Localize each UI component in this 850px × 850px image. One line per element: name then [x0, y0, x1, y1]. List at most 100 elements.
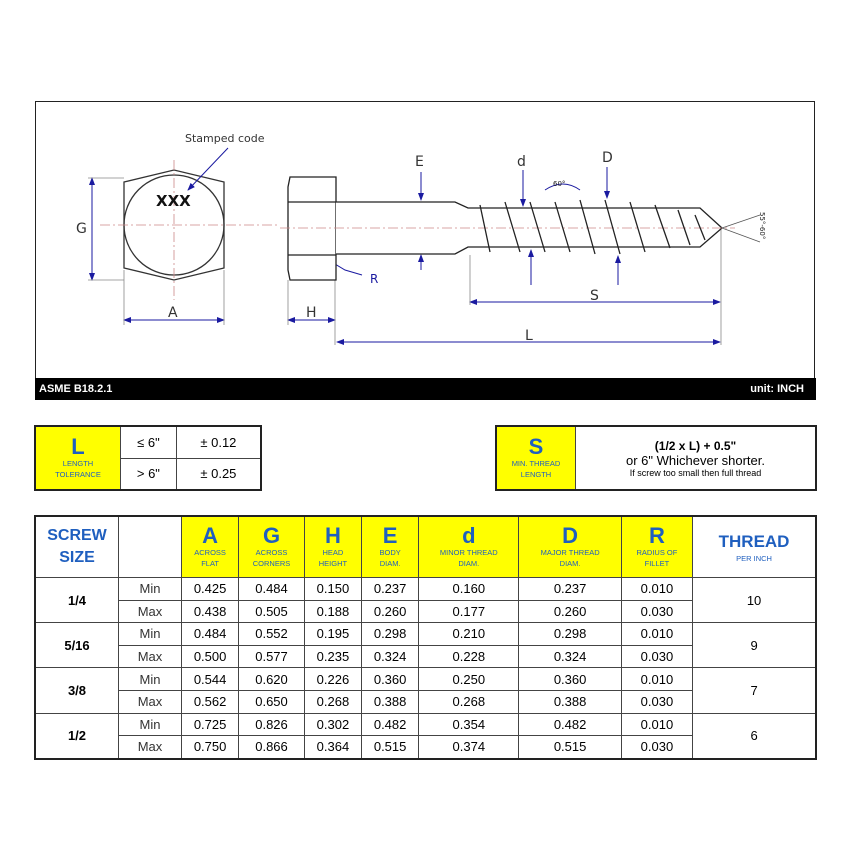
cell-E-min: 0.360 [361, 667, 420, 691]
tol-value: ± 0.12 [175, 425, 262, 459]
cell-D-max: 0.260 [518, 599, 622, 624]
column-header-G: G ACROSS CORNERS [238, 515, 305, 578]
dim-label-S: S [590, 288, 599, 304]
length-tolerance-box: L LENGTH TOLERANCE ≤ 6" ± 0.12 > 6" ± 0.… [34, 425, 262, 491]
table-row: 1/2 Min 0.725 0.826 0.302 0.482 0.354 0.482 0.01… [34, 712, 817, 760]
dim-label-L: L [525, 328, 533, 344]
dim-label-d: d [517, 154, 526, 170]
threads-per-inch: 10 [692, 576, 817, 624]
cell-D-min: 0.360 [518, 667, 622, 691]
thread-rule: or 6" Whichever shorter. [625, 452, 765, 468]
cell-D-max: 0.388 [518, 689, 622, 714]
thread-header: THREAD PER INCH [692, 515, 817, 578]
max-label: Max [118, 599, 182, 624]
cell-D-min: 0.482 [518, 712, 622, 737]
column-header-A: A ACROSS FLAT [180, 515, 240, 578]
cell-A-min: 0.425 [180, 577, 240, 601]
table-row: 5/16 Min 0.484 0.552 0.195 0.298 0.210 0.298 0.0… [34, 622, 817, 669]
dim-label-R: R [370, 272, 378, 286]
cell-D-max: 0.324 [518, 644, 622, 669]
hex-head-top-view [100, 160, 280, 300]
thread-length-symbol: S [528, 434, 544, 459]
cell-d-min: 0.354 [418, 712, 520, 737]
screw-size: 5/16 [34, 622, 119, 669]
max-label: Max [118, 689, 182, 714]
cell-d-max: 0.374 [418, 735, 520, 760]
cell-E-min: 0.482 [361, 712, 420, 737]
cell-G-max: 0.650 [238, 689, 305, 714]
tol-cond: ≤ 6" [120, 425, 177, 459]
table-row: 3/8 Min 0.544 0.620 0.226 0.360 0.250 0.360 0.01… [34, 667, 817, 714]
dimensions-table: SCREW SIZE A ACROSS FLAT G ACROSS CORNERS H HEAD… [34, 515, 817, 760]
max-label: Max [118, 735, 182, 760]
dim-label-G: G [76, 221, 87, 237]
min-label: Min [118, 712, 182, 737]
table-row: 1/4 Min 0.425 0.484 0.150 0.237 0.160 0.237 0.01… [34, 576, 817, 624]
column-header-E: E BODY DIAM. [361, 515, 420, 578]
min-label: Min [118, 577, 182, 601]
cell-D-min: 0.237 [518, 577, 622, 601]
cell-A-max: 0.750 [180, 735, 240, 760]
dim-label-E: E [415, 154, 424, 170]
stamp-xxx: XXX [156, 192, 191, 210]
cell-H-min: 0.150 [303, 577, 363, 601]
column-header-D: D MAJOR Thread DIAM. [518, 515, 622, 578]
cell-H-min: 0.195 [303, 622, 363, 646]
threads-per-inch: 7 [692, 667, 817, 714]
cell-A-min: 0.544 [180, 667, 240, 691]
screw-size: 1/4 [34, 576, 119, 624]
max-label: Max [118, 644, 182, 669]
stamped-code-label: Stamped code [185, 132, 265, 145]
cell-G-min: 0.552 [238, 622, 305, 646]
cell-H-max: 0.268 [303, 689, 363, 714]
cell-G-max: 0.866 [238, 735, 305, 760]
cell-A-max: 0.562 [180, 689, 240, 714]
column-header-d: d MINOR Thread DIAM. [418, 515, 520, 578]
length-caption: LENGTH [520, 470, 552, 479]
tolerance-caption: TOLERANCE [55, 470, 101, 479]
cell-G-max: 0.505 [238, 599, 305, 624]
cell-G-min: 0.484 [238, 577, 305, 601]
cell-A-min: 0.725 [180, 712, 240, 737]
cell-d-min: 0.250 [418, 667, 520, 691]
dim-label-D: D [602, 150, 613, 166]
column-header-H: H HEAD HEIGHT [303, 515, 363, 578]
dim-label-H: H [306, 305, 317, 321]
dim-label-A: A [168, 305, 178, 321]
screw-size-header: SCREW SIZE [34, 515, 119, 578]
length-symbol: L [71, 434, 85, 459]
cell-H-min: 0.302 [303, 712, 363, 737]
cell-A-min: 0.484 [180, 622, 240, 646]
cell-H-max: 0.188 [303, 599, 363, 624]
cell-E-max: 0.388 [361, 689, 420, 714]
length-caption: LENGTH [62, 459, 94, 468]
thread-formula: (1/2 x L) + 0.5" [654, 438, 737, 453]
cell-E-min: 0.298 [361, 622, 420, 646]
cell-R-max: 0.030 [620, 599, 694, 624]
screw-side-view [280, 176, 761, 281]
cell-G-max: 0.577 [238, 644, 305, 669]
unit-label: unit: INCH [750, 383, 804, 395]
screw-size: 1/2 [34, 712, 119, 760]
threads-per-inch: 6 [692, 712, 817, 760]
thread-length-box: S MIN. THREAD LENGTH (1/2 x L) + 0.5" or… [495, 425, 817, 491]
column-header-R: R RADIUS OF FILLET [620, 515, 694, 578]
cell-G-min: 0.826 [238, 712, 305, 737]
thread-note: If screw too small then full thread [629, 467, 762, 478]
minmax-header [118, 515, 182, 578]
standard-label: ASME B18.2.1 [39, 383, 113, 395]
cell-R-max: 0.030 [620, 735, 694, 760]
cell-E-max: 0.515 [361, 735, 420, 760]
cell-H-max: 0.364 [303, 735, 363, 760]
cell-D-min: 0.298 [518, 622, 622, 646]
point-angle-label: 55°-60° [758, 212, 766, 239]
cell-d-min: 0.210 [418, 622, 520, 646]
cell-D-max: 0.515 [518, 735, 622, 760]
cell-A-max: 0.438 [180, 599, 240, 624]
cell-d-max: 0.268 [418, 689, 520, 714]
cell-R-min: 0.010 [620, 712, 694, 737]
cell-E-max: 0.324 [361, 644, 420, 669]
tol-value: ± 0.25 [175, 457, 262, 491]
tol-cond: > 6" [120, 457, 177, 491]
cell-d-max: 0.228 [418, 644, 520, 669]
